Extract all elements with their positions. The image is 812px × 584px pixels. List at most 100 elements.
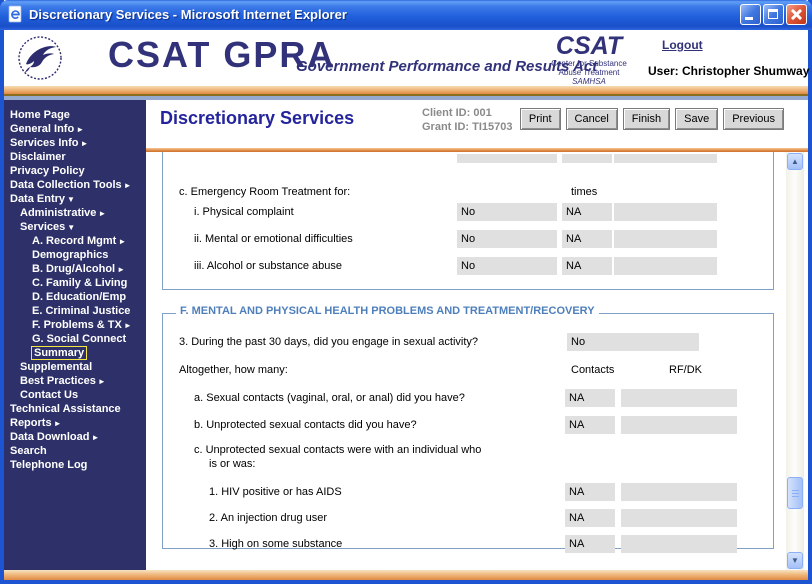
vertical-scrollbar[interactable]: ▲ ▼ [786,152,804,570]
sidebar-item-general-info[interactable]: General Info ► [10,123,85,135]
expanded-arrow-icon: ▼ [67,195,75,204]
sidebar-item-search[interactable]: Search [10,445,47,457]
q3c2-rfdk-field[interactable] [621,509,737,527]
q3a-contacts-field[interactable]: NA [565,389,615,407]
form-field-partial[interactable] [562,154,612,163]
er-row-times-field[interactable] [614,230,717,248]
er-row-yn-field[interactable]: No [457,203,557,221]
submenu-arrow-icon: ► [80,139,89,148]
sidebar-item-telephone-log[interactable]: Telephone Log [10,459,88,471]
q3c1-rfdk-field[interactable] [621,483,737,501]
er-row-times-field[interactable] [614,203,717,221]
app-subtitle: Government Performance and Results Act [296,58,598,75]
sidebar-item-reports[interactable]: Reports ► [10,417,62,429]
sidebar-item-home-page[interactable]: Home Page [10,109,70,121]
print-button[interactable]: Print [519,108,561,130]
er-row-na-field[interactable]: NA [562,257,612,275]
sidebar-item-drug-alcohol[interactable]: B. Drug/Alcohol ► [32,263,126,275]
q3c1-label: 1. HIV positive or has AIDS [209,486,342,498]
client-id: Client ID: 001 [422,107,492,119]
arrow-up-icon: ▲ [791,157,799,166]
altogether-label: Altogether, how many: [179,364,288,376]
maximize-button[interactable] [763,3,784,25]
sidebar-item-social-connect[interactable]: G. Social Connect [32,333,127,345]
csat-logo-name: CSAT [555,32,623,60]
sidebar-item-record-mgmt[interactable]: A. Record Mgmt ► [32,235,127,247]
title-bar: Discretionary Services - Microsoft Inter… [0,0,812,30]
er-row-yn-field[interactable]: No [457,257,557,275]
logout-link[interactable]: Logout [662,38,703,52]
csat-logo: CSAT Center for Substance Abuse Treatmen… [541,34,637,87]
er-row-na-field[interactable]: NA [562,230,612,248]
sidebar-item-demographics[interactable]: Demographics [32,249,109,261]
sidebar-item-data-collection-tools[interactable]: Data Collection Tools ► [10,179,132,191]
er-row-na-field[interactable]: NA [562,203,612,221]
form-field-partial[interactable] [614,154,717,163]
er-row-label: i. Physical complaint [194,206,294,218]
sidebar-item-disclaimer[interactable]: Disclaimer [10,151,66,163]
q3c3-contacts-field[interactable]: NA [565,535,615,553]
close-button[interactable] [786,3,807,25]
er-treatment-label: c. Emergency Room Treatment for: [179,186,351,198]
q3c3-rfdk-field[interactable] [621,535,737,553]
submenu-arrow-icon: ► [53,419,62,428]
q3b-rfdk-field[interactable] [621,416,737,434]
sidebar-item-family-living[interactable]: C. Family & Living [32,277,128,289]
sidebar-item-technical-assistance[interactable]: Technical Assistance [10,403,121,415]
er-row-yn-field[interactable]: No [457,230,557,248]
finish-button[interactable]: Finish [622,108,671,130]
submenu-arrow-icon: ► [91,433,100,442]
section-f-legend: F. MENTAL AND PHYSICAL HEALTH PROBLEMS A… [176,305,599,317]
scroll-down-button[interactable]: ▼ [787,552,803,569]
page-title: Discretionary Services [160,108,355,128]
rfdk-column-header: RF/DK [669,364,702,376]
sidebar-item-services-info[interactable]: Services Info ► [10,137,89,149]
q3-label: 3. During the past 30 days, did you enga… [179,336,479,348]
grant-id: Grant ID: TI15703 [422,121,513,133]
sidebar-item-best-practices[interactable]: Best Practices ► [20,375,106,387]
save-button[interactable]: Save [675,108,719,130]
q3b-label: b. Unprotected sexual contacts did you h… [194,419,417,431]
previous-button[interactable]: Previous [723,108,784,130]
sidebar-item-problems-tx[interactable]: F. Problems & TX ► [32,319,132,331]
q3c2-contacts-field[interactable]: NA [565,509,615,527]
q3c1-contacts-field[interactable]: NA [565,483,615,501]
sidebar-item-services[interactable]: Services ▼ [20,221,76,233]
q3b-contacts-field[interactable]: NA [565,416,615,434]
sidebar-item-privacy-policy[interactable]: Privacy Policy [10,165,85,177]
q3c-label-line2: is or was: [209,458,256,470]
submenu-arrow-icon: ► [117,265,126,274]
cancel-button[interactable]: Cancel [565,108,618,130]
submenu-arrow-icon: ► [76,125,85,134]
times-column-header: times [571,186,598,198]
scroll-up-button[interactable]: ▲ [787,153,803,170]
q3-field[interactable]: No [567,333,699,351]
minimize-icon [745,16,753,20]
csat-logo-samhsa: SAMHSA [572,77,606,86]
minimize-button[interactable] [740,3,761,25]
sidebar-item-data-entry[interactable]: Data Entry ▼ [10,193,75,205]
scrollbar-thumb[interactable] [787,477,803,509]
q3a-rfdk-field[interactable] [621,389,737,407]
sidebar-item-contact-us[interactable]: Contact Us [20,389,79,401]
header-divider [4,86,808,100]
q3c-label-line1: c. Unprotected sexual contacts were with… [194,444,482,456]
sidebar-item-summary[interactable]: Summary [30,346,88,360]
er-row-times-field[interactable] [614,257,717,275]
sidebar-item-data-download[interactable]: Data Download ► [10,431,100,443]
submenu-arrow-icon: ► [98,209,107,218]
ie-document-icon [8,5,22,23]
sidebar-nav: Home Page General Info ► Services Info ► D… [4,100,146,570]
thumb-grip-icon [792,490,799,498]
sidebar-item-education-emp[interactable]: D. Education/Emp [32,291,127,303]
sidebar-item-supplemental[interactable]: Supplemental [20,361,93,373]
er-row-label: iii. Alcohol or substance abuse [194,260,342,272]
sidebar-item-administrative[interactable]: Administrative ► [20,207,107,219]
q3a-label: a. Sexual contacts (vaginal, oral, or an… [194,392,465,404]
form-field-partial[interactable] [457,154,557,163]
fieldset-er-treatment [162,152,774,290]
expanded-arrow-icon: ▼ [67,223,76,232]
sidebar-item-criminal-justice[interactable]: E. Criminal Justice [32,305,131,317]
toolbar: Print Cancel Finish Save Previous [519,108,784,130]
